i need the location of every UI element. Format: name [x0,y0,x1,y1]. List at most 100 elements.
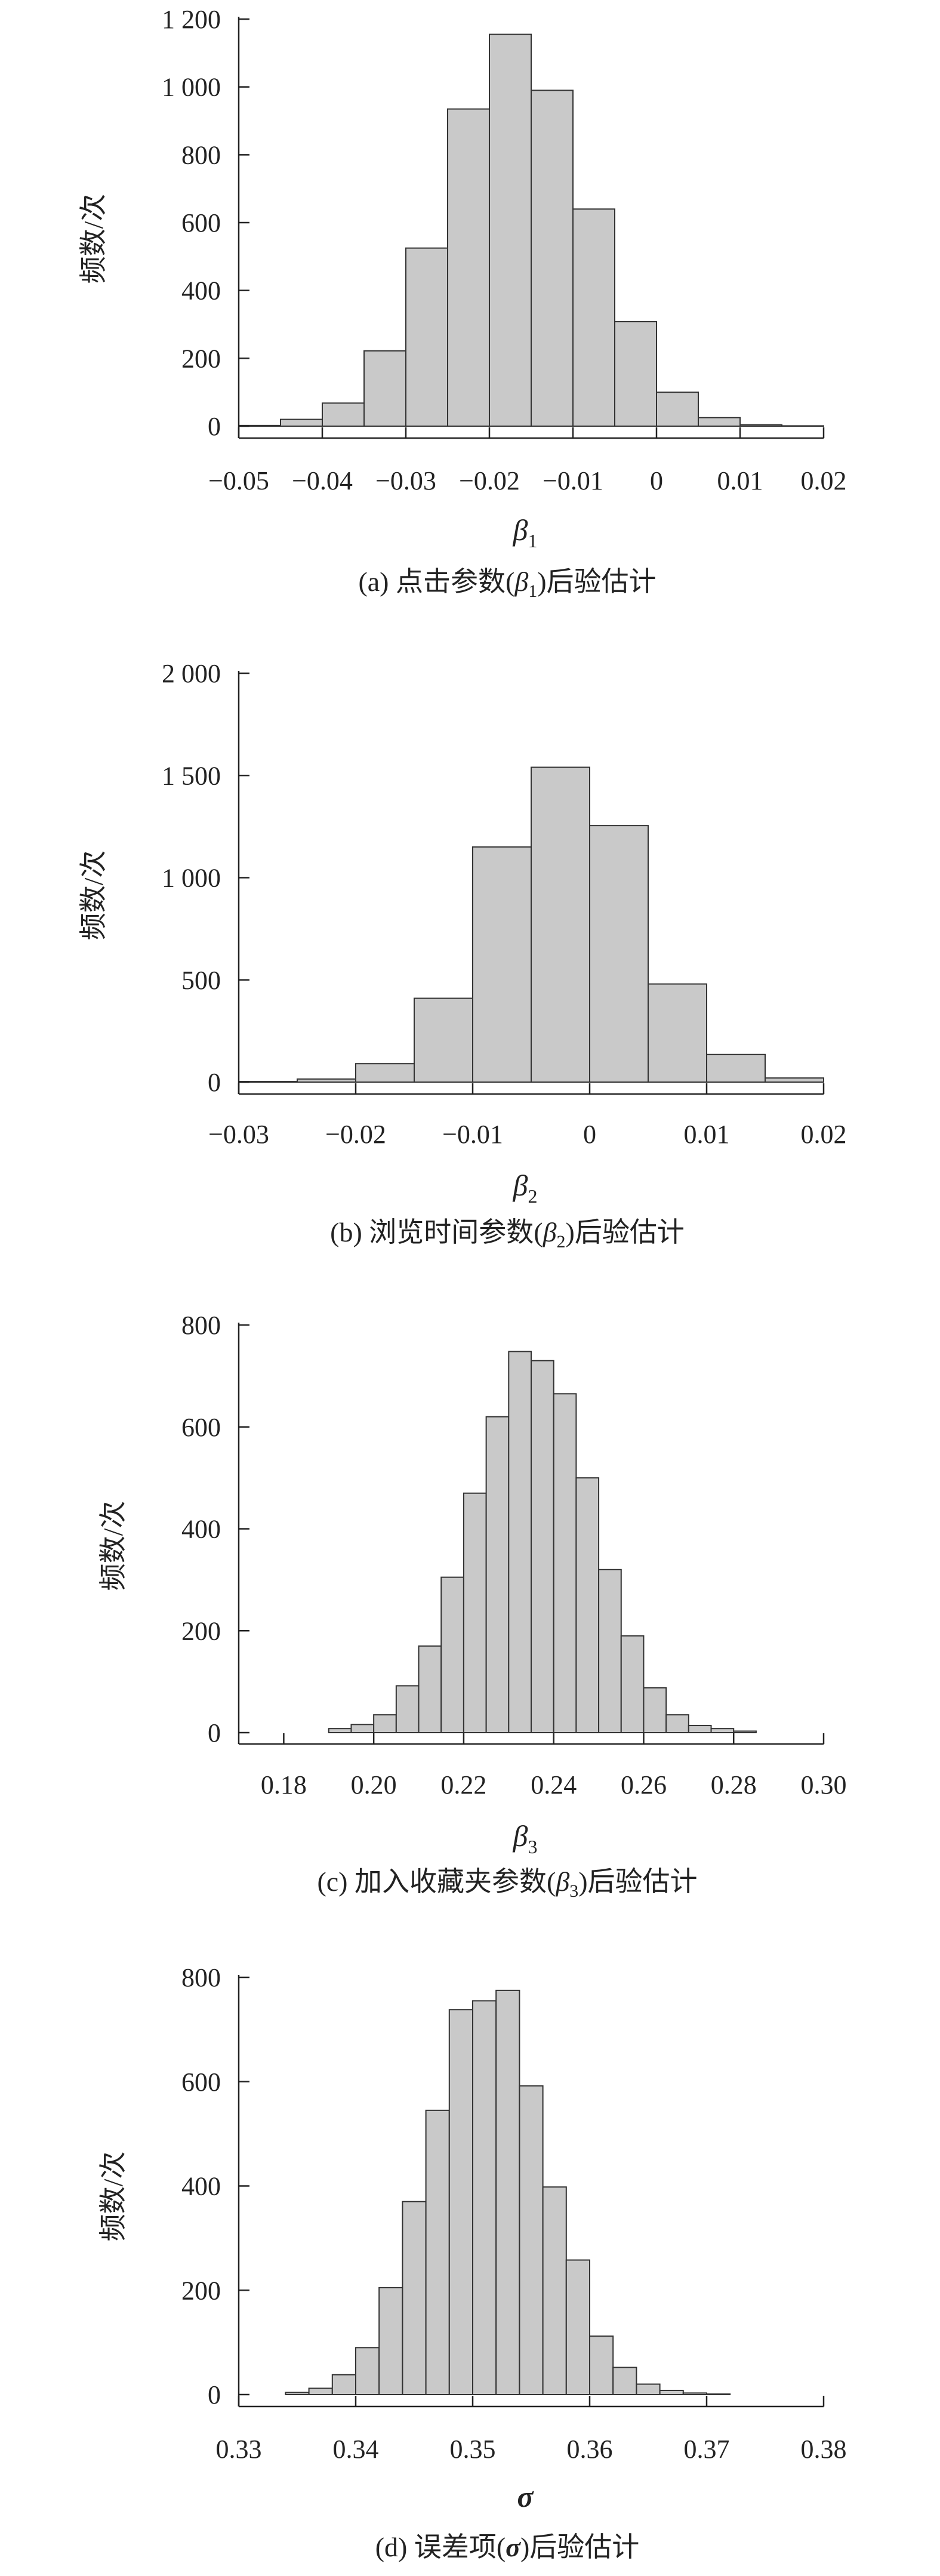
figure-caption: (a) 点击参数(β1)后验估计 [358,566,656,601]
y-tick-label: 1 500 [162,761,221,790]
histogram-bar [405,247,448,427]
histogram-bar [739,424,782,427]
x-tick-label: 0.01 [717,466,763,495]
y-tick-label: 800 [181,140,221,170]
x-tick-label: 0.02 [801,1120,847,1149]
histogram-bar [706,2393,731,2395]
histogram-bar [472,2000,497,2396]
chart-panel-3: 0 200 400 600 800 0.33 0.34 0.35 0.36 0.37 0.38 频数/… [98,1963,847,2562]
histogram-bar [489,33,532,427]
histogram-bar [463,1492,487,1733]
x-tick-label: 0.30 [801,1770,847,1799]
histogram-bar [565,2259,590,2396]
chart-panel-2: 0 200 400 600 800 0.18 0.20 0.22 0.24 0.26 0.28 0.3… [98,1311,847,1901]
x-tick-label: −0.02 [459,466,520,495]
histogram-bar [665,1714,689,1734]
y-tick-label: 1 000 [162,73,221,102]
histogram-bar [495,1989,520,2396]
histogram-bar [280,418,323,427]
histogram-bar [542,2186,567,2395]
y-tick-label: 400 [181,1515,221,1544]
histogram-bar [612,2367,637,2396]
histogram-bar [575,1477,600,1734]
figure-caption: (b) 浏览时间参数(β2)后验估计 [330,1217,685,1252]
chart-panel-0: 0 200 400 600 800 1 000 1 200 −0.05 −0.04 −0.03 −0… [78,5,847,601]
histogram-bar [706,1053,766,1083]
y-tick-label: 0 [208,412,221,441]
x-tick-label: 0.24 [531,1770,577,1799]
x-axis-label: σ [517,2480,535,2513]
y-tick-label: 0 [208,1718,221,1748]
histogram-bar [418,1645,442,1734]
figure-caption: (c) 加入收藏夹参数(β3)后验估计 [317,1866,697,1901]
y-tick-label: 1 000 [162,864,221,893]
y-tick-label: 2 000 [162,659,221,688]
x-tick-label: −0.04 [292,466,353,495]
histogram-bar [414,997,473,1083]
histogram-bar [531,1360,554,1733]
histogram-bar [508,1351,532,1733]
y-tick-label: 200 [181,344,221,373]
x-axis-label: β1 [513,513,538,551]
histogram-bar [733,1730,757,1733]
histogram-bar [531,766,590,1083]
histogram-bar [688,1725,712,1734]
y-tick-label: 0 [208,2380,221,2409]
histogram-bar [553,1393,577,1733]
x-tick-label: 0.38 [801,2435,847,2464]
y-axis-label: 频数/次 [78,851,109,941]
histogram-bar [402,2201,427,2395]
x-tick-label: 0.01 [684,1120,730,1149]
histogram-bar [395,1685,420,1733]
histogram-bar [682,2392,708,2395]
histogram-bar [350,1724,375,1734]
y-tick-label: 800 [181,1311,221,1340]
histogram-bar [440,1576,464,1734]
histogram-bar [636,2383,661,2396]
x-tick-label: −0.01 [543,466,603,495]
x-tick-label: 0.35 [450,2435,496,2464]
histogram-bar [620,1635,645,1734]
x-tick-label: 0.26 [621,1770,667,1799]
y-tick-label: 800 [181,1963,221,1992]
x-axis-label: β2 [513,1169,538,1207]
x-axis-label: β3 [513,1819,538,1857]
histogram-bar [447,108,490,427]
histogram-bar [472,846,532,1083]
histogram-bar [598,1569,622,1734]
histogram-bar [589,2335,614,2395]
y-tick-label: 600 [181,1413,221,1442]
y-tick-label: 200 [181,1616,221,1646]
histogram-bar [308,2387,333,2396]
x-tick-label: 0.20 [351,1770,397,1799]
histogram-bar [531,90,574,427]
y-axis-label: 频数/次 [98,2152,128,2242]
x-tick-label: 0 [650,466,663,495]
y-tick-label: 400 [181,276,221,306]
x-tick-label: −0.03 [375,466,436,495]
histogram-bar [322,402,365,427]
y-tick-label: 400 [181,2172,221,2201]
histogram-bar [698,417,741,427]
chart-panel-1: 0 500 1 000 1 500 2 000 −0.03 −0.02 −0.01 0 0.01 0… [78,659,847,1252]
y-tick-label: 200 [181,2276,221,2305]
x-tick-label: −0.01 [442,1120,503,1149]
histogram-bar [589,825,649,1083]
histogram-bar [485,1416,510,1733]
x-tick-label: 0.02 [801,466,847,495]
histogram-bar [572,208,615,427]
histogram-bar [331,2374,356,2396]
histogram-bar [378,2287,403,2395]
histogram-bar [656,392,699,427]
x-tick-label: −0.02 [325,1120,386,1149]
histogram-bar [659,2390,684,2396]
histogram-bar [643,1687,667,1734]
x-tick-label: −0.05 [208,466,269,495]
x-tick-label: 0.18 [261,1770,307,1799]
x-tick-label: 0.33 [216,2435,262,2464]
histogram-bar [363,350,406,427]
x-tick-label: −0.03 [208,1120,269,1149]
histogram-bar [297,1078,356,1083]
